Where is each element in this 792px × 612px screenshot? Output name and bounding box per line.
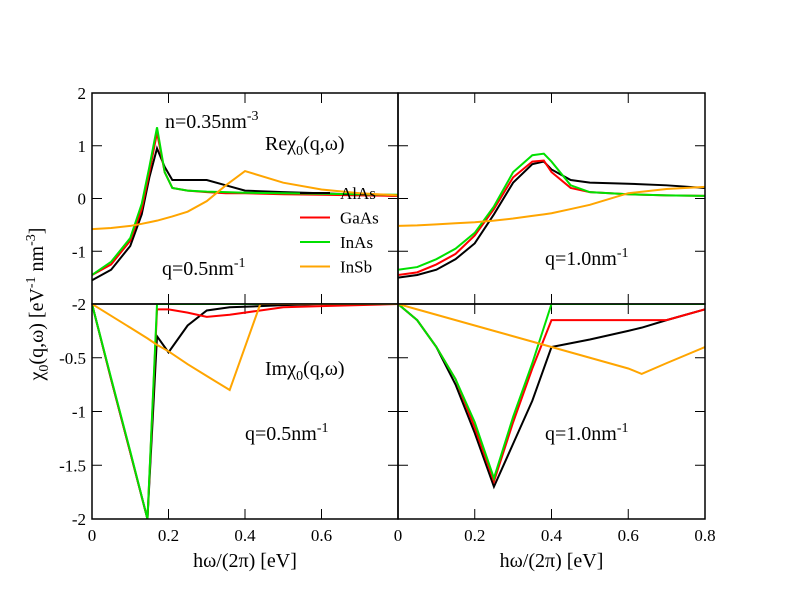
- x-tick-label: 0.2: [464, 526, 485, 545]
- annotation-part: -1: [317, 421, 329, 436]
- y-axis-label: χ0(q,ω) [eV-1 nm-3]: [24, 228, 52, 382]
- series-line: [398, 185, 705, 227]
- annotation: n=0.35nm-3: [165, 109, 259, 133]
- legend-label: InAs: [340, 233, 373, 252]
- series-line: [92, 304, 398, 519]
- annotation-part: -3: [247, 109, 259, 124]
- annotation-part: (q,ω): [303, 133, 344, 155]
- series-line: [92, 169, 398, 231]
- annotation-part: -1: [617, 421, 629, 436]
- annotation-part: Reχ: [265, 133, 296, 155]
- annotation-part: n=0.35nm: [165, 111, 247, 133]
- annotation-part: 0: [37, 365, 52, 372]
- annotation-part: (q,ω) [eV: [26, 288, 48, 365]
- x-tick-label: 0.6: [618, 526, 639, 545]
- series-line: [398, 160, 705, 279]
- series-line: [398, 304, 705, 490]
- annotation-part: -1: [234, 256, 246, 271]
- legend-label: InSb: [340, 258, 372, 277]
- annotation-part: q=1.0nm: [545, 423, 617, 445]
- annotation-part: 0: [296, 144, 303, 159]
- series-line: [398, 152, 705, 271]
- annotation-part: 0: [296, 369, 303, 384]
- y-tick-label: -1.5: [59, 456, 86, 475]
- x-tick-label: 0: [88, 526, 97, 545]
- annotation-part: q=0.5nm: [245, 423, 317, 445]
- x-tick-label: 0.4: [234, 526, 256, 545]
- series-line: [398, 304, 705, 485]
- y-tick-label: -1: [72, 242, 86, 261]
- y-tick-label: -0.5: [59, 349, 86, 368]
- annotation-part: χ: [26, 371, 48, 381]
- x-tick-label: 0.2: [158, 526, 179, 545]
- annotation-part: (q,ω): [303, 358, 344, 380]
- series-line: [398, 304, 705, 375]
- x-axis-label: hω/(2π) [eV]: [193, 550, 297, 572]
- plot-frame: [397, 92, 706, 305]
- annotation: Reχ0(q,ω): [265, 133, 345, 159]
- annotation: Imχ0(q,ω): [265, 358, 345, 384]
- plot-frame: [91, 303, 399, 520]
- annotation-part: ]: [26, 228, 48, 235]
- y-tick-label: -1: [72, 403, 86, 422]
- x-tick-label: 0.6: [311, 526, 332, 545]
- series-line: [92, 304, 398, 519]
- y-tick-label: -2: [72, 510, 86, 529]
- series-line: [398, 304, 705, 482]
- annotation-part: -3: [24, 234, 39, 246]
- annotation-part: nm: [26, 245, 48, 276]
- y-tick-label: 1: [78, 137, 87, 156]
- y-tick-label: 0: [78, 190, 87, 209]
- x-axis-label: hω/(2π) [eV]: [500, 550, 604, 572]
- y-tick-label: -2: [72, 295, 86, 314]
- series-line: [92, 304, 398, 519]
- annotation: q=0.5nm-1: [245, 421, 329, 445]
- legend-label: GaAs: [340, 209, 379, 228]
- x-tick-label: 0.8: [694, 526, 715, 545]
- legend-label: AlAs: [340, 184, 376, 203]
- y-tick-label: 2: [78, 84, 87, 103]
- annotation-part: q=0.5nm: [162, 258, 234, 280]
- plot-frame: [397, 303, 706, 520]
- annotation-part: Imχ: [265, 358, 296, 380]
- annotation-part: q=1.0nm: [545, 248, 617, 270]
- annotation-part: -1: [24, 276, 39, 288]
- series-line: [92, 304, 398, 392]
- annotation-part: -1: [617, 246, 629, 261]
- x-tick-label: 0: [394, 526, 403, 545]
- series-line: [92, 132, 398, 276]
- annotation: q=1.0nm-1: [545, 421, 629, 445]
- annotation: q=1.0nm-1: [545, 246, 629, 270]
- x-tick-label: 0.4: [541, 526, 563, 545]
- annotation: q=0.5nm-1: [162, 256, 246, 280]
